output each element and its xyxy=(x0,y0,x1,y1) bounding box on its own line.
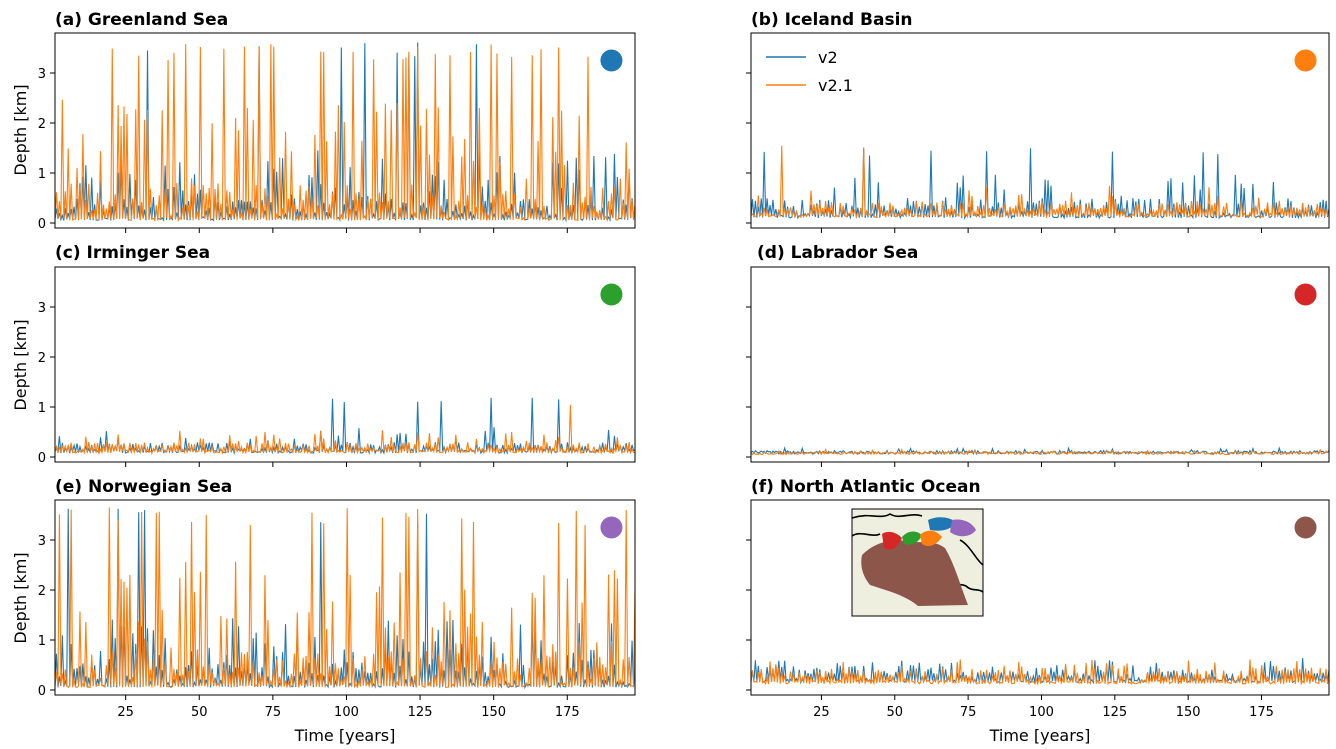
panel-a-ytick-label: 3 xyxy=(38,67,46,82)
panel-f-frame xyxy=(750,499,1330,696)
panel-c-lines xyxy=(54,283,636,456)
panel-d-frame xyxy=(750,266,1330,463)
panel-f-title: (f) North Atlantic Ocean xyxy=(751,477,981,497)
panel-f-xtick-label: 75 xyxy=(960,705,977,720)
panel-f-xlabel: Time [years] xyxy=(989,726,1091,745)
inset-region-greenland-sea xyxy=(928,517,956,531)
panel-b-series-v2-1 xyxy=(750,145,1330,220)
panel-f-lines xyxy=(750,516,1330,686)
panel-c-ytick-label: 3 xyxy=(38,301,46,316)
panel-a-lines xyxy=(54,42,636,223)
panel-f-xtick-label: 125 xyxy=(1102,705,1127,720)
panel-a-frame xyxy=(54,32,636,229)
panel-d: (d) Labrador Sea xyxy=(746,243,1330,467)
panel-f-xtick-label: 25 xyxy=(813,705,830,720)
inset-region-norwegian-sea xyxy=(950,519,976,537)
panel-a-region-marker xyxy=(600,49,623,72)
panel-c-ytick-label: 2 xyxy=(38,351,46,366)
panel-f-xtick-label: 100 xyxy=(1029,705,1054,720)
panel-e-ytick-label: 2 xyxy=(38,584,46,599)
panel-f-axes: 25 50 75 100 125 150 175 xyxy=(746,539,1274,720)
inset-coastline-europe xyxy=(959,539,984,566)
panel-c-ytick-label: 0 xyxy=(38,451,46,466)
panel-c-series-v2 xyxy=(54,397,636,455)
panel-e-xtick-label: 75 xyxy=(265,705,282,720)
panel-f-xtick-label: 175 xyxy=(1249,705,1274,720)
panel-e-ytick-label: 0 xyxy=(38,684,46,699)
panel-e-xtick-label: 150 xyxy=(481,705,506,720)
panel-e-xtick-label: 125 xyxy=(408,705,433,720)
panel-f-series-v2-1 xyxy=(750,659,1330,686)
legend-label-v2: v2 xyxy=(818,48,838,67)
inset-region-map xyxy=(851,508,984,617)
panel-a-ytick-label: 0 xyxy=(38,217,46,232)
panel-e-xlabel: Time [years] xyxy=(294,726,396,745)
panel-a: (a) Greenland Sea 0 1 2 3 xyxy=(38,10,636,233)
panel-a-ytick-label: 2 xyxy=(38,117,46,132)
panel-c-axes: 0 1 2 3 xyxy=(38,301,568,467)
legend-label-v2-1: v2.1 xyxy=(818,76,853,95)
panel-f: (f) North Atlantic Ocean 25 50 75 100 125 150… xyxy=(746,477,1330,745)
panel-e-xtick-label: 100 xyxy=(334,705,359,720)
panel-e-title: (e) Norwegian Sea xyxy=(55,477,232,497)
inset-coastline-north xyxy=(851,513,923,519)
panel-b-axes xyxy=(746,72,1263,233)
panel-f-xtick-label: 150 xyxy=(1176,705,1201,720)
panel-c-ytick-label: 1 xyxy=(38,401,46,416)
panel-a-title: (a) Greenland Sea xyxy=(55,10,228,30)
panel-e-xtick-label: 50 xyxy=(191,705,208,720)
panel-b-title: (b) Iceland Basin xyxy=(751,10,913,30)
panel-e: (e) Norwegian Sea 0 1 2 3 25 50 75 100 125 150 175… xyxy=(38,477,636,745)
panel-e-ytick-label: 1 xyxy=(38,634,46,649)
panel-f-region-marker xyxy=(1294,516,1317,539)
panel-e-region-marker xyxy=(600,516,623,539)
inset-region-labrador xyxy=(882,531,902,550)
panel-b: (b) Iceland Basin v2 v2.1 xyxy=(746,10,1330,233)
panel-c-frame xyxy=(54,266,636,463)
panel-d-title: (d) Labrador Sea xyxy=(757,243,918,263)
panel-d-series-v2-1 xyxy=(750,447,1330,456)
panel-e-xtick-label: 175 xyxy=(555,705,580,720)
panel-c-title: (c) Irminger Sea xyxy=(55,243,210,263)
panel-e-axes: 0 1 2 3 25 50 75 100 125 150 175 xyxy=(38,534,580,720)
panel-d-axes xyxy=(746,306,1263,467)
panel-d-lines xyxy=(750,283,1330,456)
panel-f-xtick-label: 50 xyxy=(886,705,903,720)
panel-c-region-marker xyxy=(600,283,623,306)
panel-e-ytick-label: 3 xyxy=(38,534,46,549)
panel-e-series-v2-1 xyxy=(54,507,636,689)
panel-b-region-marker xyxy=(1294,49,1317,72)
panel-b-frame xyxy=(750,32,1330,229)
panel-e-frame xyxy=(54,499,636,696)
panel-a-ylabel: Depth [km] xyxy=(11,84,30,175)
panel-c: (c) Irminger Sea 0 1 2 3 xyxy=(38,243,636,467)
panel-c-ylabel: Depth [km] xyxy=(11,319,30,410)
inset-region-iceland-basin xyxy=(920,530,942,546)
panel-a-axes: 0 1 2 3 xyxy=(38,67,568,233)
panel-a-ytick-label: 1 xyxy=(38,167,46,182)
panel-e-lines xyxy=(54,507,636,690)
panel-e-xtick-label: 25 xyxy=(117,705,134,720)
panel-e-ylabel: Depth [km] xyxy=(11,552,30,643)
panel-c-series-v2-1 xyxy=(54,404,636,456)
panel-d-region-marker xyxy=(1294,283,1317,306)
inset-region-irminger xyxy=(902,531,922,545)
panel-b-lines xyxy=(750,49,1330,220)
inset-region-north-atlantic xyxy=(861,540,968,606)
panel-a-series-v2-1 xyxy=(54,44,636,223)
inset-coastline-americas xyxy=(851,532,881,537)
legend: v2 v2.1 xyxy=(766,48,853,95)
